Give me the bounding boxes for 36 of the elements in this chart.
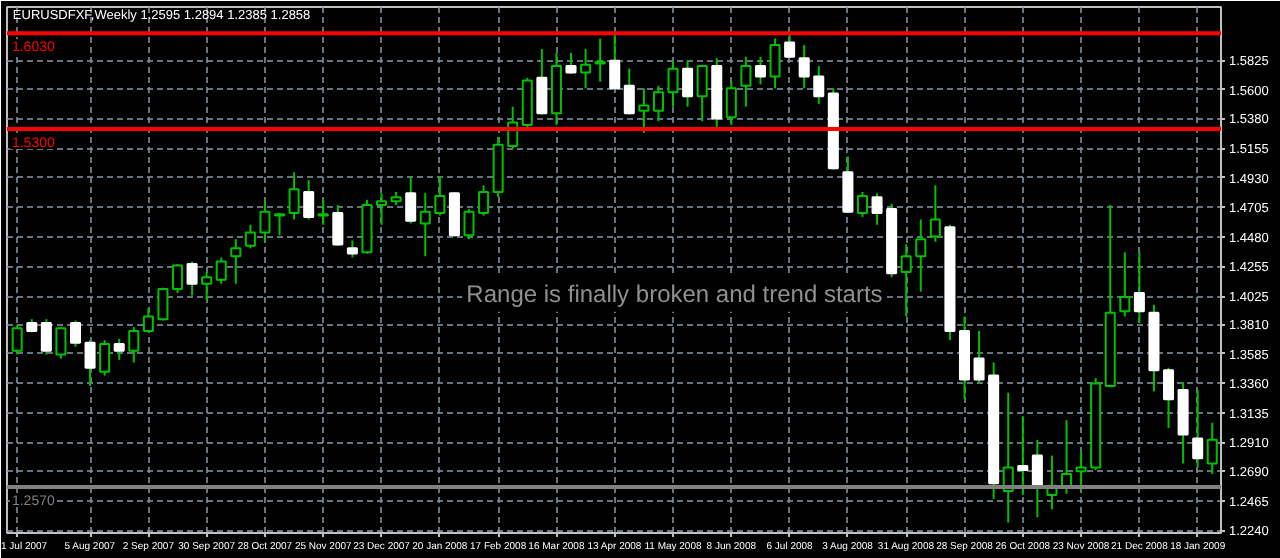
candlestick [1133,251,1145,325]
candlestick [1192,389,1204,469]
candlestick [594,37,606,83]
candlestick [900,243,912,318]
candlestick [725,80,737,127]
candlestick [580,47,592,90]
candlestick [929,184,941,243]
candlestick [915,218,927,293]
candlestick [99,339,111,377]
candlestick [201,270,213,302]
candlestick [128,326,140,364]
candlestick [667,59,679,108]
candlestick [69,319,82,348]
candlestick [696,63,708,123]
candlestick [1119,251,1131,318]
candlestick [1177,381,1189,465]
candlestick [215,256,227,285]
candlestick [230,238,242,285]
candlestick [55,326,67,360]
annotation: Range is finally broken and trend starts [466,279,883,308]
candlestick [769,37,781,90]
candlestick [172,263,184,294]
candlestick [317,198,329,226]
candlestick [1031,438,1043,519]
candlestick [550,51,562,127]
candlestick [288,171,300,221]
candlestick [521,76,533,132]
candlestick [638,87,650,134]
candlestick [376,192,388,226]
candlestick [856,190,868,218]
candlestick [740,55,752,108]
candlestick [1163,366,1175,430]
candlestick [754,55,766,86]
candlestick [361,198,373,255]
candlestick [652,84,664,123]
candlestick [842,155,854,214]
